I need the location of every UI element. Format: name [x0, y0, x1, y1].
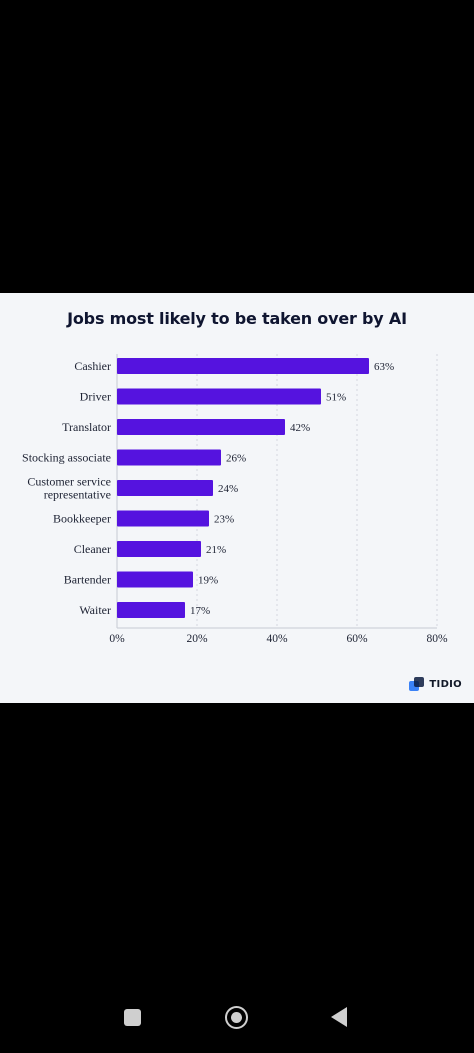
bar: [117, 510, 209, 527]
bar: [117, 358, 369, 374]
data-label: 19%: [198, 575, 218, 587]
data-label: 21%: [206, 544, 226, 556]
data-label: 23%: [214, 514, 234, 526]
chart-card: Cashier 63% Driver 51% Translator 42% Stocking…: [0, 293, 474, 703]
data-label: 51%: [326, 392, 346, 404]
x-tick-label: 20%: [186, 633, 208, 645]
category-label: Cashier: [74, 359, 111, 373]
data-label: 24%: [218, 483, 238, 495]
data-label: 42%: [290, 422, 310, 434]
x-tick-label: 60%: [346, 633, 368, 645]
category-label: Driver: [80, 390, 111, 404]
triangle-back-icon[interactable]: [331, 1007, 347, 1027]
bar: [117, 419, 285, 435]
chart-title: Jobs most likely to be taken over by AI: [67, 309, 407, 328]
x-tick-label: 0%: [109, 633, 125, 645]
category-label: Translator: [62, 420, 111, 434]
bar: [117, 480, 213, 496]
brand-logo: TIDIO: [409, 677, 462, 691]
category-label: Bartender: [64, 573, 111, 587]
category-label: Cleaner: [74, 542, 111, 556]
data-label: 26%: [226, 453, 246, 465]
bar: [117, 541, 201, 557]
tidio-logo-icon: [409, 677, 425, 691]
category-label: Waiter: [79, 603, 111, 617]
bar: [117, 388, 321, 405]
category-label: Stocking associate: [22, 451, 111, 465]
circle-home-icon[interactable]: [225, 1006, 248, 1029]
data-label: 17%: [190, 605, 210, 617]
bar: [117, 602, 185, 618]
bar-chart: Cashier 63% Driver 51% Translator 42% Stocking…: [22, 354, 448, 645]
bar: [117, 571, 193, 588]
category-label: Bookkeeper: [53, 512, 111, 526]
system-navigation-bar: [0, 993, 474, 1053]
category-label: Customer service representative: [27, 475, 111, 502]
data-label: 63%: [374, 361, 394, 373]
x-tick-label: 80%: [426, 633, 448, 645]
bar: [117, 449, 221, 466]
square-recents-icon[interactable]: [124, 1009, 141, 1026]
home-dot: [231, 1012, 242, 1023]
brand-name: TIDIO: [429, 678, 462, 690]
x-tick-label: 40%: [266, 633, 288, 645]
